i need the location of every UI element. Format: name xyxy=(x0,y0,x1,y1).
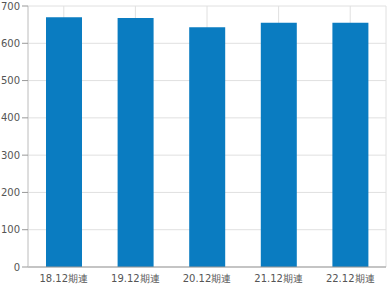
svg-text:500: 500 xyxy=(8,75,20,86)
svg-text:19.12期連: 19.12期連 xyxy=(111,273,160,284)
svg-text:18.12期連: 18.12期連 xyxy=(39,273,88,284)
svg-text:20.12期連: 20.12期連 xyxy=(183,273,232,284)
svg-text:100: 100 xyxy=(8,224,20,235)
svg-text:0: 0 xyxy=(14,262,20,273)
svg-text:400: 400 xyxy=(8,112,20,123)
svg-text:700: 700 xyxy=(8,1,20,12)
svg-text:300: 300 xyxy=(8,150,20,161)
svg-text:200: 200 xyxy=(8,187,20,198)
svg-text:22.12期連: 22.12期連 xyxy=(326,273,375,284)
svg-text:600: 600 xyxy=(8,38,20,49)
svg-text:21.12期連: 21.12期連 xyxy=(254,273,303,284)
